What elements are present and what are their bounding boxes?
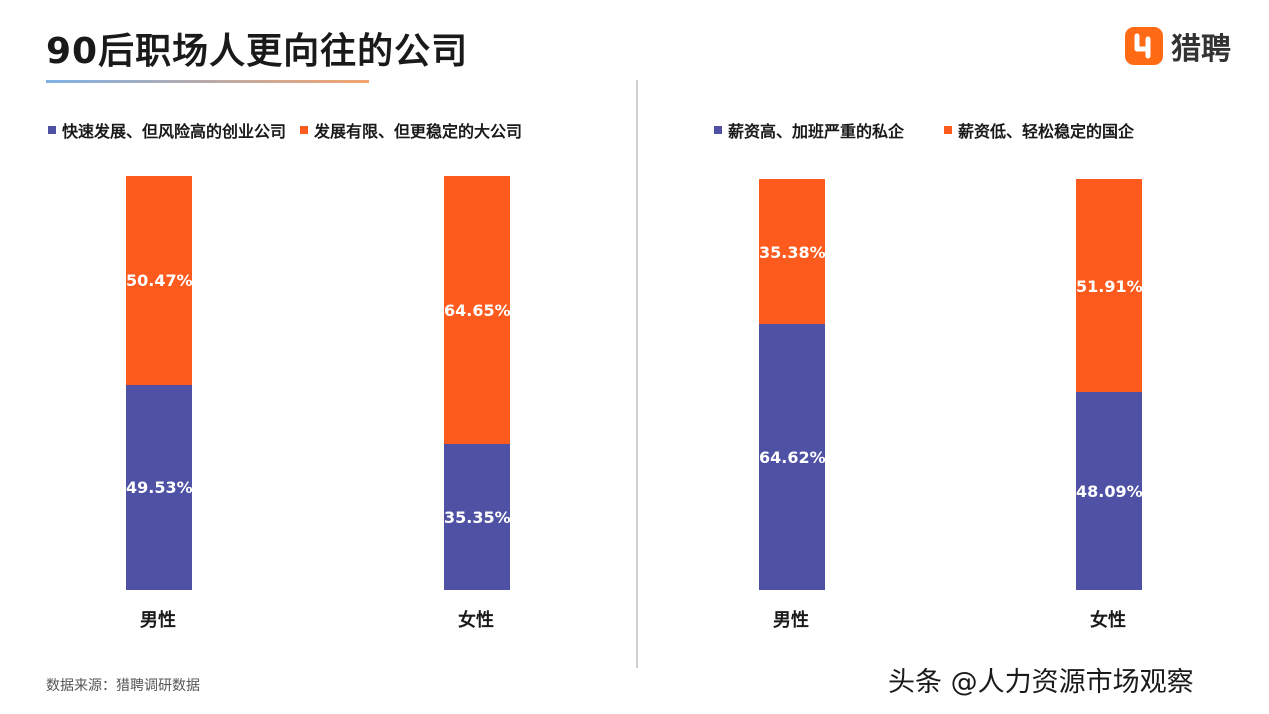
data-label: 51.91% xyxy=(1076,276,1143,296)
category-label: 男性 xyxy=(140,610,176,631)
watermark: 头条 @人力资源市场观察 xyxy=(888,667,1194,698)
liepin-logo-icon xyxy=(1125,27,1163,65)
category-label: 女性 xyxy=(458,610,494,631)
legend-item-startup: 快速发展、但风险高的创业公司 xyxy=(48,118,286,142)
legend-swatch-orange xyxy=(300,126,309,134)
data-label: 64.65% xyxy=(444,300,511,320)
data-label: 35.38% xyxy=(759,242,826,262)
bar-segment xyxy=(759,179,825,325)
data-source: 数据来源：猎聘调研数据 xyxy=(46,678,200,694)
bar-segment xyxy=(444,176,510,444)
legend-label: 发展有限、但更稳定的大公司 xyxy=(314,122,523,141)
legend: 薪资高、加班严重的私企 薪资低、轻松稳定的国企 xyxy=(714,118,1148,142)
legend: 快速发展、但风险高的创业公司 发展有限、但更稳定的大公司 xyxy=(48,118,536,142)
stacked-bar: 35.35% 64.65% xyxy=(444,176,511,590)
bar-segment xyxy=(1076,392,1142,590)
category-label: 女性 xyxy=(1090,610,1126,631)
stacked-bar: 48.09% 51.91% xyxy=(1076,179,1143,590)
panel-divider xyxy=(636,80,638,668)
bar-segment xyxy=(126,384,192,590)
data-label: 49.53% xyxy=(126,478,193,498)
legend-swatch-blue xyxy=(714,126,722,134)
data-label: 64.62% xyxy=(759,448,826,468)
bar-segment xyxy=(126,176,192,385)
stacked-bar: 64.62% 35.38% xyxy=(759,179,826,590)
legend-item-state: 薪资低、轻松稳定的国企 xyxy=(944,118,1134,142)
legend-swatch-orange xyxy=(944,126,953,134)
legend-label: 薪资低、轻松稳定的国企 xyxy=(958,122,1135,141)
data-label: 50.47% xyxy=(126,271,193,291)
legend-item-bigcompany: 发展有限、但更稳定的大公司 xyxy=(300,118,522,142)
category-label: 男性 xyxy=(773,610,809,631)
logo-text: 猎聘 xyxy=(1171,32,1231,67)
legend-label: 快速发展、但风险高的创业公司 xyxy=(62,122,287,141)
legend-item-private: 薪资高、加班严重的私企 xyxy=(714,118,904,142)
legend-label: 薪资高、加班严重的私企 xyxy=(728,122,905,141)
stacked-bar: 49.53% 50.47% xyxy=(126,176,193,590)
page-title: 90后职场人更向往的公司 xyxy=(46,31,469,72)
liepin-logo: 猎聘 xyxy=(1125,24,1231,68)
data-label: 48.09% xyxy=(1076,482,1143,502)
title-underline xyxy=(46,80,369,83)
bar-segment xyxy=(1076,179,1142,393)
bar-segment xyxy=(759,324,825,590)
legend-swatch-blue xyxy=(48,126,56,134)
bar-segment xyxy=(444,443,510,590)
data-label: 35.35% xyxy=(444,507,511,527)
